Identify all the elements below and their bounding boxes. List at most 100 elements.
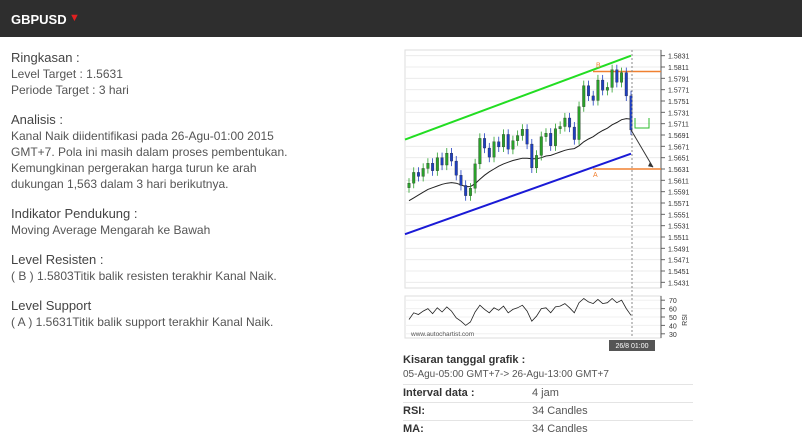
price-tick-label: 1.5671 — [668, 144, 690, 151]
candle-body — [572, 126, 576, 140]
candle-body — [468, 188, 472, 196]
candle-body — [412, 172, 416, 184]
symbol-title[interactable]: GBPUSD — [11, 12, 67, 27]
price-tick-label: 1.5571 — [668, 201, 690, 208]
price-tick-label: 1.5551 — [668, 212, 690, 219]
candle-body — [492, 141, 496, 158]
candle-body — [445, 152, 449, 166]
candle-body — [464, 185, 468, 196]
candle-body — [605, 87, 609, 91]
price-tick-label: 1.5791 — [668, 76, 690, 83]
moving-average-line — [408, 118, 632, 202]
candle-body — [620, 72, 624, 83]
candle-body — [624, 72, 628, 97]
rsi-tick-label: 70 — [669, 298, 677, 305]
candle-body — [591, 95, 595, 101]
triangle-down-icon: ▼ — [69, 12, 80, 24]
price-tick-label: 1.5831 — [668, 54, 690, 61]
info-value: 4 jam — [532, 387, 559, 399]
candle-body — [407, 183, 411, 188]
point-b-label: B — [596, 63, 601, 70]
projection-box — [634, 118, 650, 129]
candle-body — [596, 79, 600, 101]
indicator-title: Indikator Pendukung : — [11, 206, 138, 221]
divider — [403, 420, 693, 421]
candle-body — [582, 85, 586, 107]
rsi-axis-label: RSI — [682, 314, 689, 326]
price-tick-label: 1.5591 — [668, 190, 690, 197]
candle-body — [497, 141, 501, 148]
candle-body — [487, 147, 491, 158]
price-tick-label: 1.5771 — [668, 88, 690, 95]
candle-body — [558, 126, 562, 129]
support-title: Level Support — [11, 298, 92, 313]
info-value: 34 Candles — [532, 405, 588, 417]
analysis-line: Kanal Naik diidentifikasi pada 26-Agu-01… — [11, 129, 274, 143]
support-text: ( A ) 1.5631Titik balik support terakhir… — [11, 315, 274, 329]
candle-body — [440, 157, 444, 166]
price-tick-label: 1.5711 — [668, 122, 689, 129]
rsi-tick-label: 40 — [669, 323, 677, 330]
candle-body — [431, 163, 435, 171]
indicator-text: Moving Average Mengarah ke Bawah — [11, 223, 211, 237]
info-value: 34 Candles — [532, 423, 588, 435]
analysis-title: Analisis : — [11, 112, 64, 127]
watermark: www.autochartist.com — [410, 331, 474, 338]
price-tick-label: 1.5811 — [668, 65, 689, 72]
candle-body — [549, 133, 553, 146]
rsi-tick-label: 60 — [669, 307, 677, 314]
price-tick-label: 1.5751 — [668, 99, 690, 106]
candle-body — [516, 135, 520, 141]
price-tick-label: 1.5511 — [668, 235, 689, 242]
resistance-text: ( B ) 1.5803Titik balik resisten terakhi… — [11, 269, 277, 283]
price-tick-label: 1.5691 — [668, 133, 690, 140]
analysis-line: GMT+7. Pola ini masih dalam proses pembe… — [11, 145, 288, 159]
candle-body — [544, 133, 548, 137]
price-tick-label: 1.5731 — [668, 110, 690, 117]
summary-title: Ringkasan : — [11, 50, 80, 65]
candle-body — [502, 134, 505, 148]
price-tick-label: 1.5611 — [668, 178, 689, 185]
candle-body — [435, 157, 439, 171]
resistance-title: Level Resisten : — [11, 252, 104, 267]
info-label: RSI: — [403, 405, 425, 417]
candle-body — [416, 172, 420, 177]
candle-body — [553, 128, 557, 146]
time-marker-label: 26/8 01:00 — [615, 343, 648, 350]
candle-body — [511, 140, 515, 150]
candle-body — [535, 155, 538, 169]
info-label: Interval data : — [403, 387, 475, 399]
rsi-line — [408, 297, 632, 326]
price-tick-label: 1.5451 — [668, 269, 690, 276]
top-bar: GBPUSD ▼ — [0, 0, 802, 37]
price-tick-label: 1.5471 — [668, 258, 690, 265]
candle-body — [450, 152, 453, 162]
candle-body — [568, 117, 572, 128]
channel-lower-line — [404, 152, 632, 236]
chart-range: 05-Agu-05:00 GMT+7-> 26-Agu-13:00 GMT+7 — [403, 369, 609, 380]
time-marker-badge — [609, 340, 655, 351]
price-chart[interactable]: 1.5831 1.5811 1.5791 1.5771 1.5751 1.5731 1.57… — [403, 46, 693, 352]
candle-body — [459, 175, 463, 186]
candle-body — [539, 136, 543, 156]
candle-body — [454, 160, 458, 176]
arrow-head-icon — [648, 162, 653, 168]
candle-body — [563, 117, 567, 127]
candle-body — [577, 106, 581, 140]
analysis-panel: Ringkasan : Level Target : 1.5631 Period… — [11, 50, 381, 330]
candle-body — [629, 95, 633, 131]
rsi-tick-label: 50 — [669, 315, 677, 322]
channel-upper-line — [404, 54, 632, 141]
price-tick-label: 1.5431 — [668, 280, 690, 287]
target-period: Periode Target : 3 hari — [11, 83, 129, 97]
divider — [403, 402, 693, 403]
candle-body — [525, 129, 529, 145]
candle-body — [506, 134, 510, 150]
candle-body — [473, 163, 477, 189]
price-tick-label: 1.5531 — [668, 224, 690, 231]
price-tick-label: 1.5491 — [668, 246, 690, 253]
rsi-tick-label: 30 — [669, 332, 677, 339]
price-tick-label: 1.5651 — [668, 156, 690, 163]
divider — [403, 384, 693, 385]
candle-body — [615, 69, 619, 83]
